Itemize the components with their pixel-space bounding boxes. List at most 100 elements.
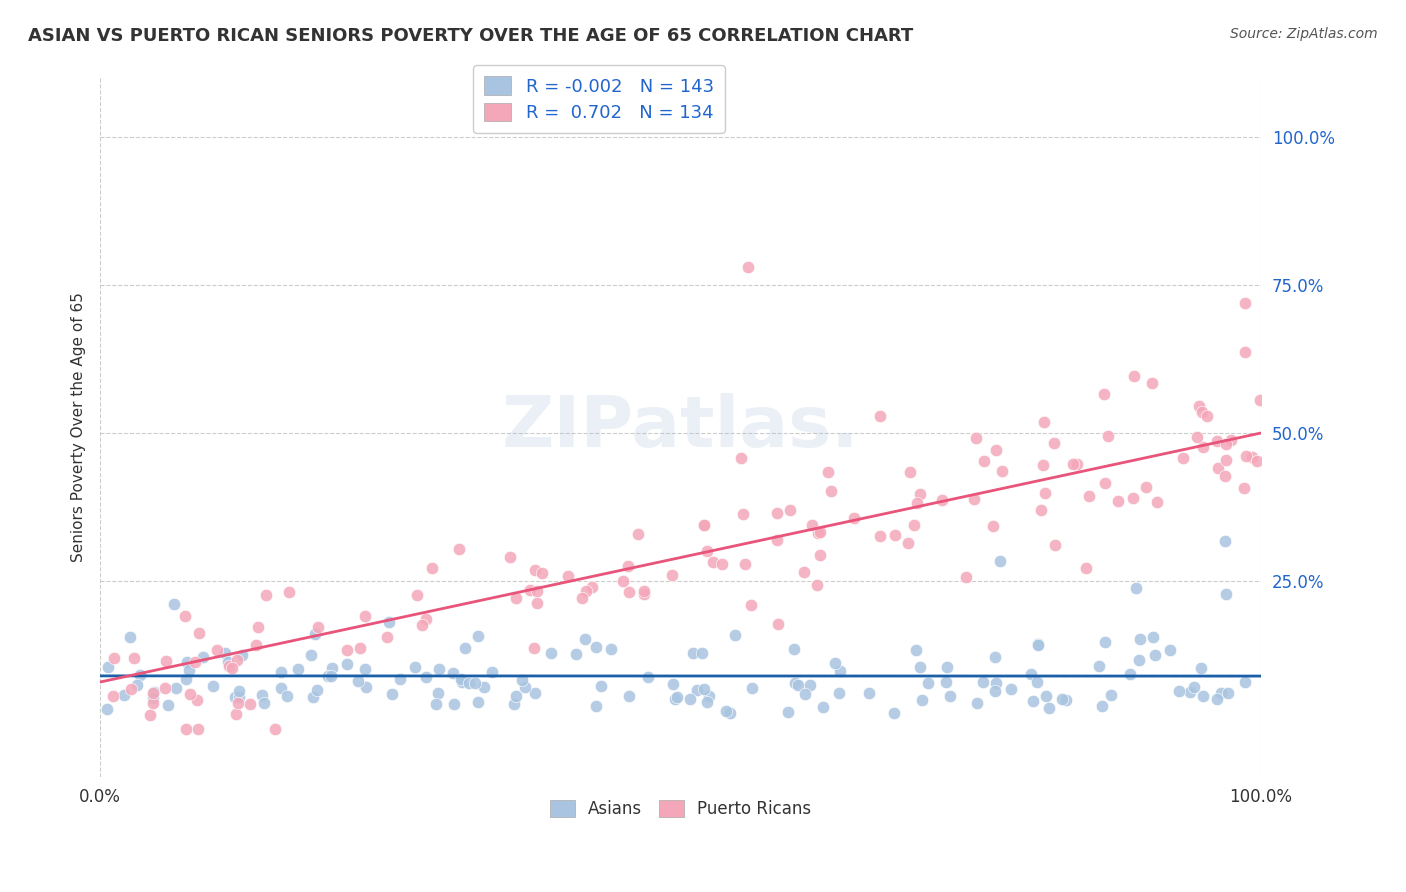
Point — [869, 409, 891, 423]
Point — [1241, 450, 1264, 464]
Point — [120, 681, 142, 696]
Point — [179, 664, 201, 678]
Point — [1206, 461, 1229, 475]
Point — [1026, 675, 1049, 690]
Point — [585, 698, 607, 713]
Point — [187, 723, 209, 737]
Point — [519, 582, 541, 597]
Point — [1215, 436, 1237, 450]
Point — [174, 672, 197, 686]
Point — [808, 548, 831, 562]
Point — [186, 693, 208, 707]
Point — [540, 646, 562, 660]
Point — [505, 689, 527, 703]
Point — [963, 491, 986, 506]
Point — [690, 646, 713, 660]
Point — [693, 518, 716, 533]
Point — [1094, 635, 1116, 649]
Point — [1019, 667, 1042, 681]
Point — [905, 496, 928, 510]
Point — [505, 591, 527, 606]
Point — [443, 697, 465, 711]
Point — [218, 658, 240, 673]
Point — [155, 654, 177, 668]
Point — [585, 640, 607, 654]
Point — [316, 669, 339, 683]
Point — [679, 691, 702, 706]
Point — [806, 526, 828, 541]
Point — [633, 584, 655, 599]
Point — [581, 580, 603, 594]
Point — [883, 528, 905, 542]
Point — [661, 568, 683, 582]
Point — [740, 681, 762, 696]
Point — [662, 677, 685, 691]
Point — [966, 696, 988, 710]
Point — [1215, 534, 1237, 549]
Y-axis label: Seniors Poverty Over the Age of 65: Seniors Poverty Over the Age of 65 — [72, 293, 86, 562]
Point — [1123, 368, 1146, 383]
Point — [591, 679, 613, 693]
Point — [353, 662, 375, 676]
Point — [1107, 493, 1129, 508]
Point — [1246, 454, 1268, 468]
Point — [1188, 399, 1211, 413]
Point — [1159, 643, 1181, 657]
Point — [904, 643, 927, 657]
Point — [378, 615, 401, 629]
Point — [783, 676, 806, 690]
Point — [155, 681, 177, 695]
Point — [226, 697, 249, 711]
Point — [817, 465, 839, 479]
Point — [202, 679, 225, 693]
Point — [103, 689, 125, 703]
Point — [1066, 457, 1088, 471]
Point — [574, 583, 596, 598]
Point — [225, 652, 247, 666]
Point — [245, 639, 267, 653]
Point — [1092, 387, 1115, 401]
Point — [472, 680, 495, 694]
Point — [1128, 653, 1150, 667]
Point — [1180, 685, 1202, 699]
Point — [173, 609, 195, 624]
Point — [696, 543, 718, 558]
Point — [1213, 468, 1236, 483]
Point — [1185, 430, 1208, 444]
Point — [869, 529, 891, 543]
Point — [1140, 376, 1163, 391]
Point — [179, 687, 201, 701]
Point — [174, 723, 197, 737]
Point — [972, 674, 994, 689]
Point — [1101, 688, 1123, 702]
Point — [1043, 538, 1066, 552]
Point — [375, 630, 398, 644]
Point — [524, 563, 547, 577]
Point — [304, 627, 326, 641]
Point — [404, 660, 426, 674]
Point — [526, 584, 548, 599]
Point — [143, 684, 166, 698]
Point — [1197, 409, 1219, 424]
Point — [984, 649, 1007, 664]
Point — [766, 533, 789, 548]
Point — [731, 507, 754, 521]
Point — [139, 708, 162, 723]
Point — [451, 674, 474, 689]
Point — [1135, 479, 1157, 493]
Point — [263, 723, 285, 737]
Point — [354, 680, 377, 694]
Point — [1033, 486, 1056, 500]
Point — [228, 684, 250, 698]
Point — [247, 620, 270, 634]
Point — [666, 690, 689, 705]
Point — [207, 642, 229, 657]
Point — [467, 695, 489, 709]
Point — [682, 647, 704, 661]
Point — [931, 493, 953, 508]
Point — [986, 675, 1008, 690]
Point — [1129, 632, 1152, 646]
Point — [730, 451, 752, 466]
Point — [1192, 440, 1215, 454]
Text: ASIAN VS PUERTO RICAN SENIORS POVERTY OVER THE AGE OF 65 CORRELATION CHART: ASIAN VS PUERTO RICAN SENIORS POVERTY OV… — [28, 27, 914, 45]
